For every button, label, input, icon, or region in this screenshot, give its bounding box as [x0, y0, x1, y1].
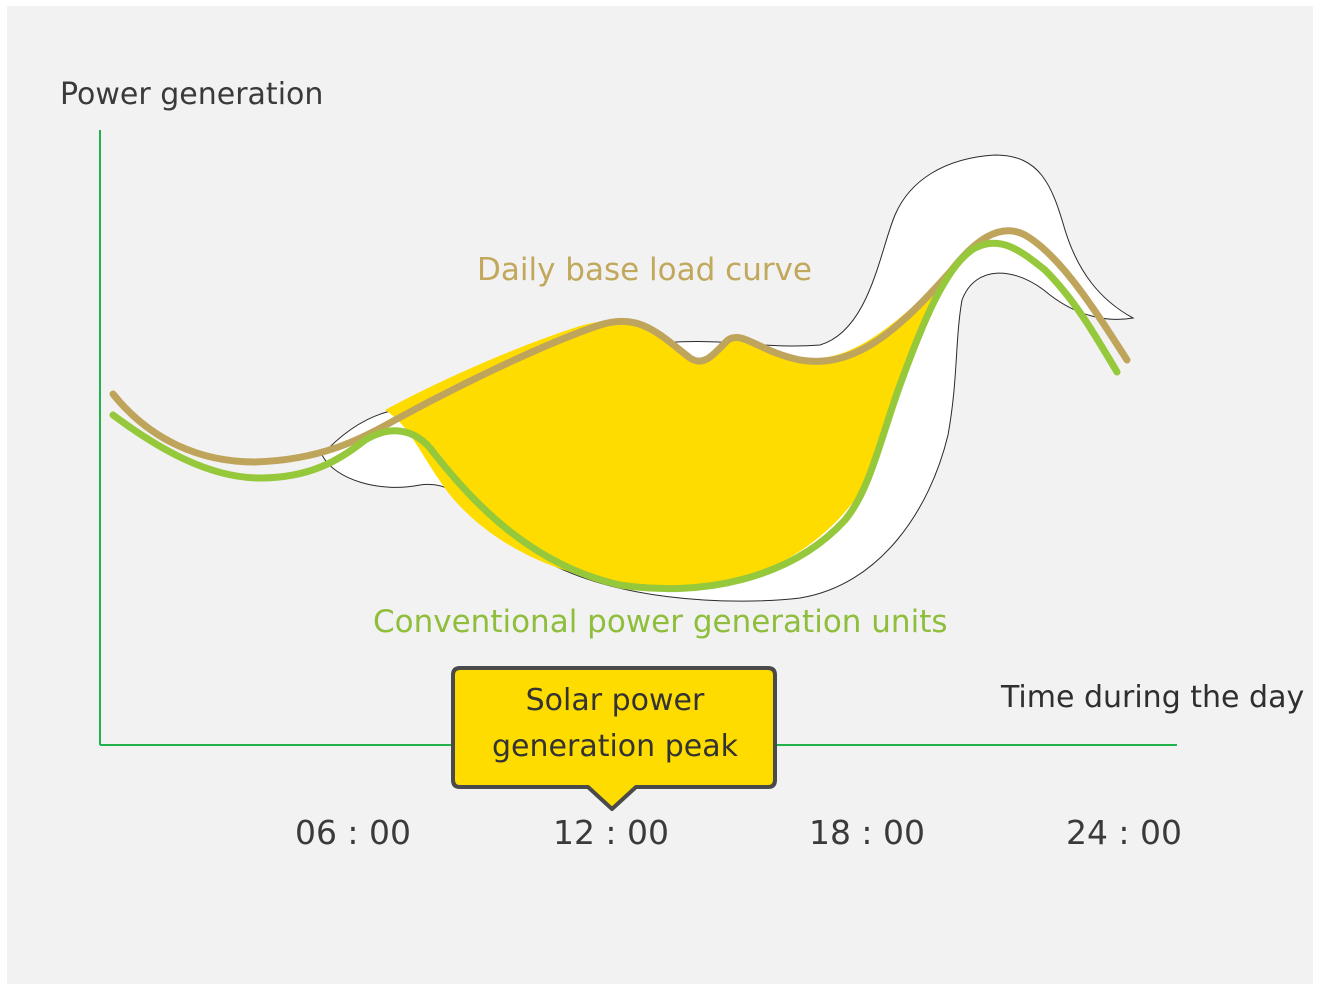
tick-label-1200: 12 : 00	[552, 813, 670, 852]
x-axis-label: Time during the day	[1001, 680, 1305, 715]
callout-line-1: Solar power	[525, 683, 705, 718]
callout-text: Solar power generation peak	[456, 678, 774, 770]
callout-box	[451, 666, 777, 811]
conventional-curve-label: Conventional power generation units	[373, 604, 948, 640]
tick-label-1800: 18 : 00	[808, 813, 926, 852]
base-load-curve	[109, 227, 1131, 466]
y-axis-label: Power generation	[60, 77, 324, 112]
tick-label-2400: 24 : 00	[1065, 813, 1183, 852]
conventional-generation-curve	[109, 239, 1121, 593]
tick-label-0600: 06 : 00	[294, 813, 412, 852]
callout-line-2: generation peak	[492, 729, 738, 764]
base-load-curve-label: Daily base load curve	[477, 252, 813, 288]
